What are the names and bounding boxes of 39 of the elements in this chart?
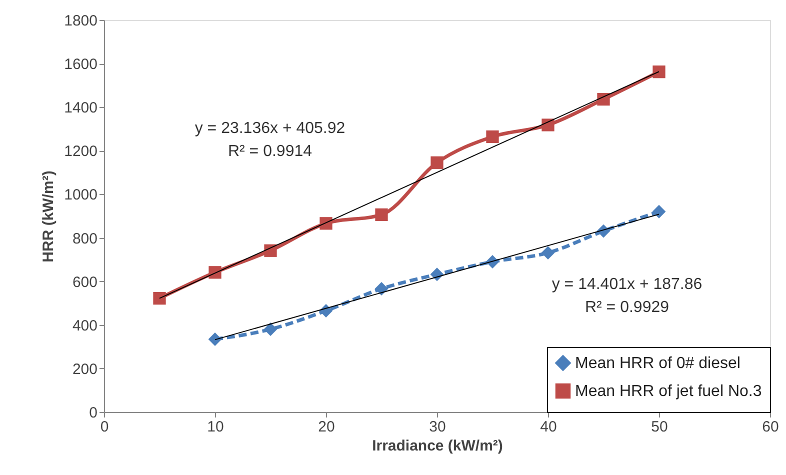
y-axis-title: HRR (kW/m²) — [40, 170, 58, 262]
annotation: R² = 0.9914 — [228, 143, 312, 160]
point — [264, 322, 278, 336]
x-tick-label: 0 — [100, 418, 109, 436]
point — [652, 66, 666, 78]
x-tick-label: 60 — [762, 418, 779, 436]
point — [652, 204, 666, 218]
x-tick-label: 30 — [429, 418, 446, 436]
x-tick-label: 50 — [651, 418, 668, 436]
x-axis-title: Irradiance (kW/m²) — [372, 438, 503, 454]
x-tick-label: 10 — [207, 418, 224, 436]
y-tick-label: 1400 — [64, 100, 98, 117]
point — [320, 217, 332, 230]
x-tick-label: 20 — [318, 418, 335, 436]
annotation: y = 14.401x + 187.86 — [552, 276, 702, 293]
annotation: R² = 0.9929 — [584, 299, 670, 316]
point — [208, 266, 222, 279]
y-tick-label: 1800 — [64, 12, 98, 30]
point — [430, 156, 444, 169]
point — [542, 118, 554, 132]
point — [264, 244, 277, 257]
y-tick-label: 400 — [72, 317, 98, 334]
y-tick-label: 1200 — [64, 143, 98, 160]
point — [597, 92, 610, 106]
y-tick-label: 0 — [89, 404, 98, 422]
point — [153, 292, 166, 305]
x-tick-label: 40 — [540, 418, 557, 436]
point — [375, 208, 388, 222]
legend-label: Mean HRR of jet fuel No.3 — [575, 383, 762, 400]
y-tick-label: 1000 — [64, 186, 98, 204]
legend-label: Mean HRR of 0# diesel — [575, 355, 740, 372]
y-tick-label: 600 — [72, 274, 98, 291]
annotation: y = 23.136x + 405.92 — [194, 120, 346, 137]
y-tick-label: 800 — [72, 230, 98, 248]
y-tick-label: 1600 — [64, 56, 98, 74]
point — [486, 130, 499, 144]
point — [430, 268, 444, 282]
y-tick-label: 200 — [72, 360, 98, 378]
point — [541, 246, 555, 260]
